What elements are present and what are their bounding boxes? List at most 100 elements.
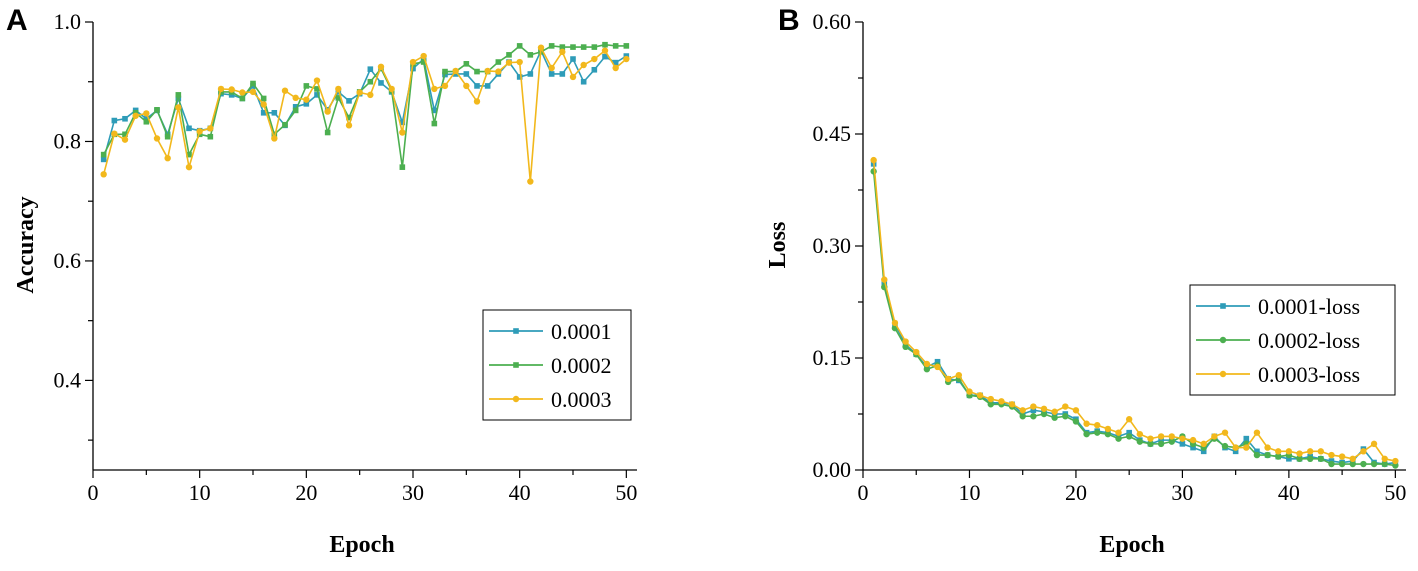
panel-a-data-point [559, 48, 566, 56]
panel-b-y-tick-label: 0.45 [813, 121, 852, 146]
panel-b-data-point [1190, 444, 1196, 451]
panel-a-data-point [474, 83, 480, 89]
panel-b-data-point [1072, 418, 1080, 425]
panel-a-legend-label: 0.0001 [551, 319, 612, 344]
panel-a-data-point [580, 78, 587, 85]
panel-a-data-point [431, 120, 438, 127]
panel-b-x-tick-label: 30 [1171, 480, 1193, 505]
panel-b-data-point [1392, 457, 1399, 465]
panel-b-legend-swatch-marker [1219, 370, 1227, 378]
panel-b-data-point [998, 398, 1005, 405]
panel-b-data-point [1104, 430, 1112, 438]
panel-b-data-point [1019, 413, 1026, 420]
panel-a-data-point [548, 43, 555, 49]
panel-a-data-point [175, 104, 182, 111]
panel-b-data-point [955, 371, 963, 379]
panel-a-y-tick-label: 0.6 [54, 248, 82, 273]
panel-b-data-point [1104, 425, 1112, 433]
panel-a-data-point [249, 88, 257, 96]
panel-a-data-point [303, 96, 310, 103]
panel-b-data-point [1232, 444, 1239, 451]
panel-a-data-point [463, 71, 470, 77]
panel-a-data-point [164, 154, 171, 162]
panel-a-data-point [207, 133, 214, 140]
panel-a-data-point [548, 64, 555, 72]
panel-b-legend-label: 0.0003-loss [1258, 362, 1360, 387]
panel-a-series-3 [100, 44, 630, 185]
panel-a-data-point [505, 59, 513, 66]
panel-a-data-point [399, 129, 406, 136]
panel-b-data-point [1370, 460, 1378, 468]
panel-a-legend-label: 0.0002 [551, 353, 612, 378]
panel-b-data-point [1040, 405, 1048, 412]
panel-a-data-point [399, 164, 406, 170]
panel-a-data-point [186, 151, 192, 158]
panel-a-data-point [516, 74, 523, 80]
panel-b-data-point [1349, 455, 1356, 462]
panel-a-data-point [335, 95, 342, 101]
panel-b-y-tick-label: 0.30 [813, 233, 852, 258]
panel-a-data-point [377, 63, 385, 70]
panel-a-data-point [271, 109, 278, 116]
panel-a-data-point [154, 107, 160, 113]
panel-b-data-point [1083, 430, 1090, 438]
panel-b-data-point [1328, 451, 1335, 459]
panel-b-data-point [1126, 429, 1132, 436]
panel-b-data-point [1200, 448, 1207, 455]
panel-a-data-point [602, 53, 608, 60]
panel-b-data-point [1179, 441, 1186, 447]
panel-b-data-point [1254, 448, 1260, 455]
panel-b-data-point [1211, 433, 1218, 440]
panel-b-data-point [1008, 401, 1016, 408]
panel-a-data-point [409, 58, 417, 66]
panel-a-data-point [228, 86, 235, 93]
panel-a-data-point [570, 44, 576, 50]
panel-b-data-point [1338, 460, 1346, 468]
panel-a-data-point [484, 83, 491, 89]
panel-a-data-point [260, 109, 267, 116]
panel-a-data-point [420, 59, 427, 65]
panel-a-accuracy-chart: A 0 10 20 30 40 500.40.60.81.00.00010.00020.0… [6, 4, 637, 558]
panel-b-data-point [1158, 437, 1164, 443]
panel-a-data-point [122, 115, 128, 122]
panel-b-data-point [1286, 456, 1292, 462]
panel-a-data-point [442, 68, 448, 75]
panel-a-data-point [484, 67, 491, 75]
panel-a-data-point [441, 82, 449, 90]
panel-b-data-point [1019, 407, 1026, 414]
panel-a-data-point [474, 68, 480, 75]
panel-a-data-point [175, 92, 182, 98]
panel-a-data-point [217, 85, 225, 93]
panel-b-legend: 0.0001-loss 0.0002-loss 0.0003-loss [1189, 284, 1396, 396]
panel-b-data-point [1264, 451, 1271, 459]
panel-a-plot-area: 0 10 20 30 40 500.40.60.81.00.00010.00020.000… [54, 9, 638, 505]
panel-a-y-tick-label: 1.0 [54, 9, 82, 34]
panel-b-plot-area: 0 10 20 30 40 50 0.00 0.15 0.30 0.45 0.60 0.0001-lo… [813, 9, 1407, 505]
panel-a-data-point [559, 44, 566, 50]
panel-b-x-axis-title: Epoch [1099, 532, 1164, 558]
panel-a-data-point [271, 131, 278, 138]
panel-b-x-tick-label: 10 [958, 480, 980, 505]
panel-a-data-point [260, 101, 267, 108]
panel-b-data-point [1317, 455, 1325, 462]
panel-a-data-point [612, 64, 619, 72]
panel-b-data-point [976, 392, 984, 399]
panel-b-data-point [1306, 448, 1314, 455]
panel-b-data-point [1275, 448, 1282, 455]
panel-a-data-point [100, 171, 107, 178]
panel-b-data-point [944, 375, 952, 383]
panel-a-data-point [313, 77, 321, 84]
panel-b-data-point [1189, 436, 1197, 444]
panel-a-data-point [271, 135, 278, 142]
panel-b-data-point [966, 388, 973, 395]
panel-b-data-point [1381, 455, 1388, 462]
panel-a-data-point [282, 121, 288, 128]
panel-a-data-point [623, 43, 630, 49]
panel-b-data-point [1243, 444, 1250, 451]
panel-a-data-point [335, 85, 342, 93]
panel-b-data-point [1328, 460, 1335, 468]
panel-a-data-point [345, 122, 353, 129]
panel-a-data-point [367, 78, 374, 85]
panel-a-data-point [516, 58, 523, 66]
